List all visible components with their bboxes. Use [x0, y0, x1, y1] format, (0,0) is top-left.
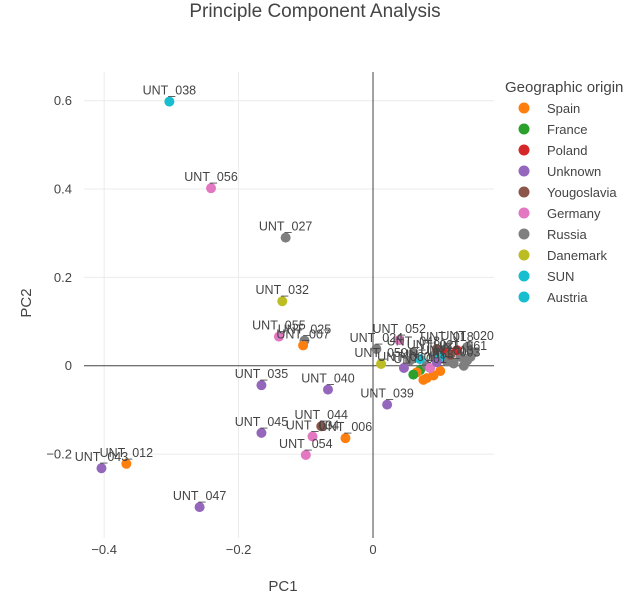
point-UNT_035: [256, 380, 266, 390]
point-labels: UNT_038UNT_056UNT_027UNT_032UNT_055UNT_0…: [75, 84, 494, 503]
legend-swatch-spain: [519, 103, 530, 114]
legend-label-russia: Russia: [547, 227, 588, 242]
point-UNT_043: [96, 463, 106, 473]
legend-swatch-sun: [519, 271, 530, 282]
legend-item-austria[interactable]: Austria: [519, 290, 589, 305]
label-UNT_038: UNT_038: [143, 84, 197, 98]
legend-swatch-austria: [519, 292, 530, 303]
legend-label-danemark: Danemark: [547, 248, 607, 263]
point-UNT_045: [256, 428, 266, 438]
legend-label-yougoslavia: Yougoslavia: [547, 185, 617, 200]
point-UNT_056: [206, 183, 216, 193]
legend-swatch-unknown: [519, 166, 530, 177]
legend-swatch-yougoslavia: [519, 187, 530, 198]
label-UNT_006: UNT_006: [319, 420, 373, 434]
legend-item-yougoslavia[interactable]: Yougoslavia: [519, 185, 618, 200]
legend-title: Geographic origin: [505, 79, 623, 96]
legend-label-poland: Poland: [547, 143, 587, 158]
point-UNT_031: [422, 373, 432, 383]
point-UNT_032: [277, 296, 287, 306]
label-UNT_056: UNT_056: [184, 170, 238, 184]
legend-label-sun: SUN: [547, 269, 574, 284]
y-tick-label-1: 0: [65, 358, 72, 373]
label-UNT_003: UNT_003: [427, 346, 481, 360]
point-UNT_007: [298, 340, 308, 350]
point-UNT_040: [323, 385, 333, 395]
y-tick-label-0: −0.2: [46, 447, 72, 462]
point-UNT_038: [164, 97, 174, 107]
legend-label-germany: Germany: [547, 206, 601, 221]
legend[interactable]: Geographic origin Spain France Poland Unkno…: [505, 79, 623, 305]
label-UNT_039: UNT_039: [360, 387, 414, 401]
label-UNT_047: UNT_047: [173, 489, 227, 503]
x-tick-label-1: −0.2: [226, 542, 252, 557]
legend-item-unknown[interactable]: Unknown: [519, 164, 602, 179]
label-UNT_027: UNT_027: [259, 220, 313, 234]
grid: [84, 72, 494, 538]
y-tick-label-3: 0.4: [54, 182, 72, 197]
y-axis-title: PC2: [18, 288, 35, 317]
label-UNT_032: UNT_032: [256, 283, 310, 297]
point-UNT_039: [382, 400, 392, 410]
legend-swatch-danemark: [519, 250, 530, 261]
legend-item-poland[interactable]: Poland: [519, 143, 588, 158]
legend-item-danemark[interactable]: Danemark: [519, 248, 608, 263]
point-UNT_014: [435, 366, 445, 376]
label-UNT_012: UNT_012: [100, 446, 154, 460]
legend-item-germany[interactable]: Germany: [519, 206, 601, 221]
legend-item-russia[interactable]: Russia: [519, 227, 588, 242]
label-UNT_054: UNT_054: [279, 437, 333, 451]
point-UNT_047: [195, 502, 205, 512]
chart-title: Principle Component Analysis: [189, 1, 440, 22]
x-tick-label-2: 0: [369, 542, 376, 557]
x-axis-title: PC1: [268, 578, 297, 595]
point-UNT_054: [301, 450, 311, 460]
legend-swatch-germany: [519, 208, 530, 219]
legend-swatch-poland: [519, 145, 530, 156]
point-UNT_027: [281, 233, 291, 243]
legend-label-unknown: Unknown: [547, 164, 601, 179]
point-UNT_036: [459, 361, 469, 371]
y-tick-label-2: 0.2: [54, 270, 72, 285]
y-tick-label-4: 0.6: [54, 93, 72, 108]
axes: [84, 72, 494, 538]
legend-label-austria: Austria: [547, 290, 588, 305]
legend-item-france[interactable]: France: [519, 122, 588, 137]
point-UNT_037: [408, 370, 418, 380]
label-UNT_045: UNT_045: [235, 415, 289, 429]
label-UNT_007: UNT_007: [276, 327, 330, 341]
legend-swatch-france: [519, 124, 530, 135]
legend-item-sun[interactable]: SUN: [519, 269, 575, 284]
x-tick-label-0: −0.4: [91, 542, 117, 557]
label-UNT_040: UNT_040: [301, 372, 355, 386]
legend-item-spain[interactable]: Spain: [519, 101, 581, 116]
legend-label-france: France: [547, 122, 587, 137]
label-UNT_035: UNT_035: [235, 367, 289, 381]
legend-swatch-russia: [519, 229, 530, 240]
legend-label-spain: Spain: [547, 101, 580, 116]
point-UNT_006: [340, 433, 350, 443]
